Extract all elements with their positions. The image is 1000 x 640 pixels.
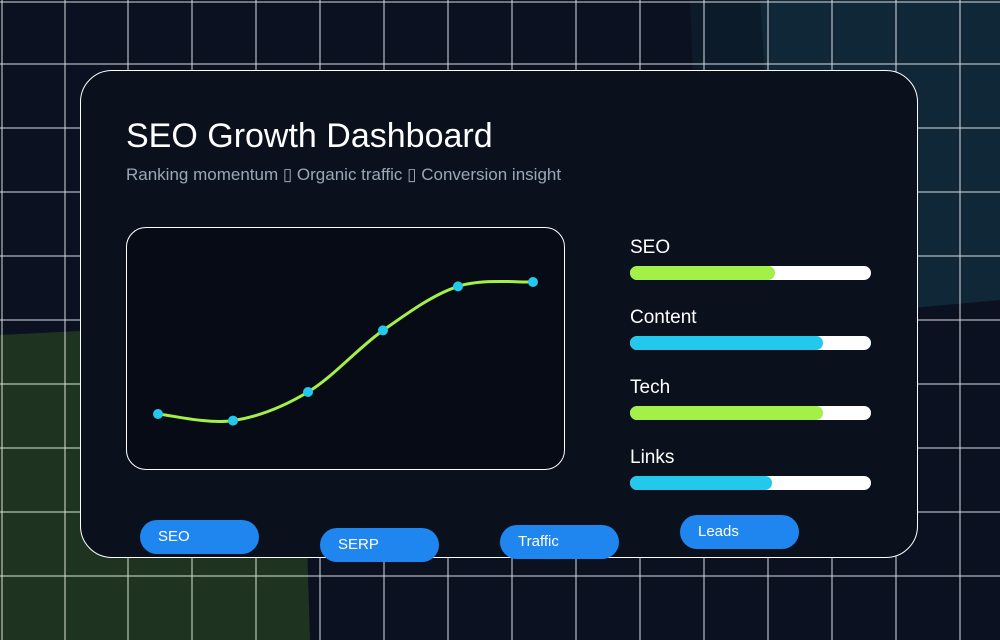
metric-fill-tech	[630, 406, 823, 420]
metric-fill-seo	[630, 266, 775, 280]
metric-track-tech	[630, 406, 871, 420]
dashboard-card: SEO Growth Dashboard Ranking momentum ▯ …	[80, 70, 918, 558]
chart-plot	[153, 277, 538, 426]
chart-series-line	[156, 279, 535, 423]
metric-label-content: Content	[630, 307, 697, 328]
metric-fill-links	[630, 476, 773, 490]
chart-point-1	[153, 409, 163, 419]
tag-button-seo[interactable]: SEO	[140, 520, 259, 554]
page-title: SEO Growth Dashboard	[126, 117, 493, 155]
metric-fill-content	[630, 336, 823, 350]
page-subtitle: Ranking momentum ▯ Organic traffic ▯ Con…	[126, 165, 562, 184]
tag-button-leads[interactable]: Leads	[680, 515, 799, 549]
chart-point-4	[378, 325, 388, 336]
metric-track-links	[630, 476, 871, 490]
chart-point-6	[528, 277, 538, 287]
chart-point-3	[303, 387, 313, 397]
metric-label-seo: SEO	[630, 237, 671, 258]
metric-label-links: Links	[630, 447, 675, 468]
metric-track-content	[630, 336, 871, 350]
metric-label-tech: Tech	[630, 377, 671, 398]
line-chart	[126, 227, 565, 470]
tag-button-traffic[interactable]: Traffic	[500, 525, 619, 559]
chart-point-2	[228, 415, 238, 426]
metric-track-seo	[630, 266, 871, 280]
tag-button-serp[interactable]: SERP	[320, 528, 439, 562]
chart-point-5	[453, 281, 463, 292]
